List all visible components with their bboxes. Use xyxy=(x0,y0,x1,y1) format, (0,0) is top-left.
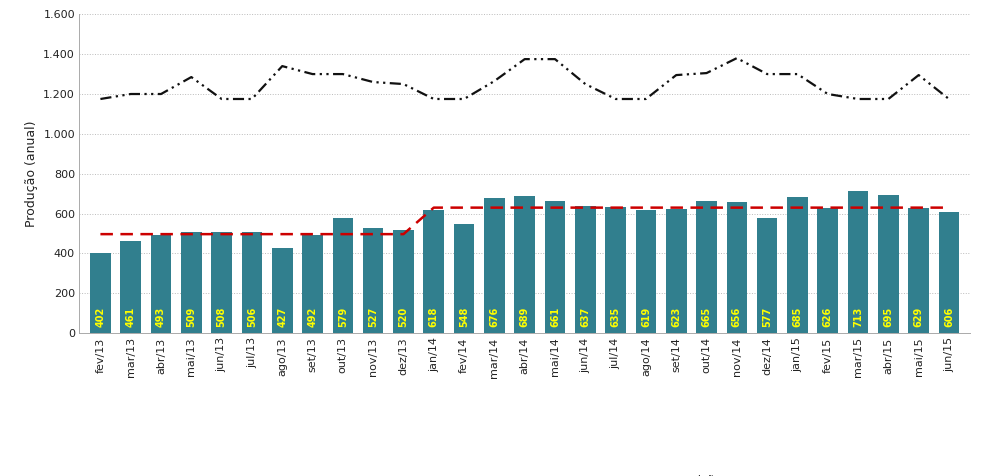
Text: 685: 685 xyxy=(792,307,803,327)
Text: 461: 461 xyxy=(126,307,136,327)
Text: 629: 629 xyxy=(914,307,924,327)
Text: 508: 508 xyxy=(217,307,227,327)
Bar xyxy=(333,218,353,333)
Text: 619: 619 xyxy=(641,307,650,327)
Bar xyxy=(909,208,929,333)
Bar xyxy=(939,212,959,333)
Text: 635: 635 xyxy=(611,307,621,327)
Text: 676: 676 xyxy=(489,307,499,327)
Bar xyxy=(424,210,445,333)
Text: 695: 695 xyxy=(883,307,893,327)
Text: 527: 527 xyxy=(368,307,378,327)
Text: 509: 509 xyxy=(186,307,196,327)
Bar xyxy=(121,241,141,333)
Bar xyxy=(696,201,717,333)
Bar xyxy=(181,232,202,333)
Text: 713: 713 xyxy=(853,307,863,327)
Text: 579: 579 xyxy=(338,307,347,327)
Bar xyxy=(242,232,262,333)
Text: 492: 492 xyxy=(308,307,318,327)
Legend: ODONTOLOGIA, Média/ANO, Previsão SES: ODONTOLOGIA, Média/ANO, Previsão SES xyxy=(298,471,751,476)
Text: 661: 661 xyxy=(550,307,560,327)
Bar xyxy=(393,229,414,333)
Text: 506: 506 xyxy=(247,307,257,327)
Bar xyxy=(484,198,505,333)
Bar xyxy=(575,206,596,333)
Text: 623: 623 xyxy=(671,307,681,327)
Text: 618: 618 xyxy=(429,307,439,327)
Bar xyxy=(878,195,899,333)
Bar xyxy=(544,201,565,333)
Bar xyxy=(605,207,626,333)
Text: 402: 402 xyxy=(95,307,105,327)
Bar xyxy=(453,224,474,333)
Bar xyxy=(90,253,111,333)
Text: 520: 520 xyxy=(399,307,409,327)
Text: 606: 606 xyxy=(944,307,954,327)
Y-axis label: Produção (anual): Produção (anual) xyxy=(25,120,38,227)
Bar xyxy=(272,248,293,333)
Bar xyxy=(150,235,171,333)
Text: 637: 637 xyxy=(580,307,590,327)
Bar xyxy=(363,228,383,333)
Text: 665: 665 xyxy=(702,307,712,327)
Text: 577: 577 xyxy=(762,307,772,327)
Bar xyxy=(847,191,868,333)
Text: 626: 626 xyxy=(823,307,833,327)
Bar xyxy=(666,209,686,333)
Bar xyxy=(302,235,323,333)
Text: 493: 493 xyxy=(156,307,166,327)
Bar xyxy=(515,196,535,333)
Bar xyxy=(636,210,656,333)
Text: 548: 548 xyxy=(459,307,469,327)
Bar xyxy=(211,232,232,333)
Bar xyxy=(818,208,839,333)
Text: 689: 689 xyxy=(520,307,530,327)
Bar xyxy=(787,197,808,333)
Bar xyxy=(756,218,777,333)
Bar xyxy=(727,202,747,333)
Text: 427: 427 xyxy=(277,307,287,327)
Text: 656: 656 xyxy=(732,307,742,327)
